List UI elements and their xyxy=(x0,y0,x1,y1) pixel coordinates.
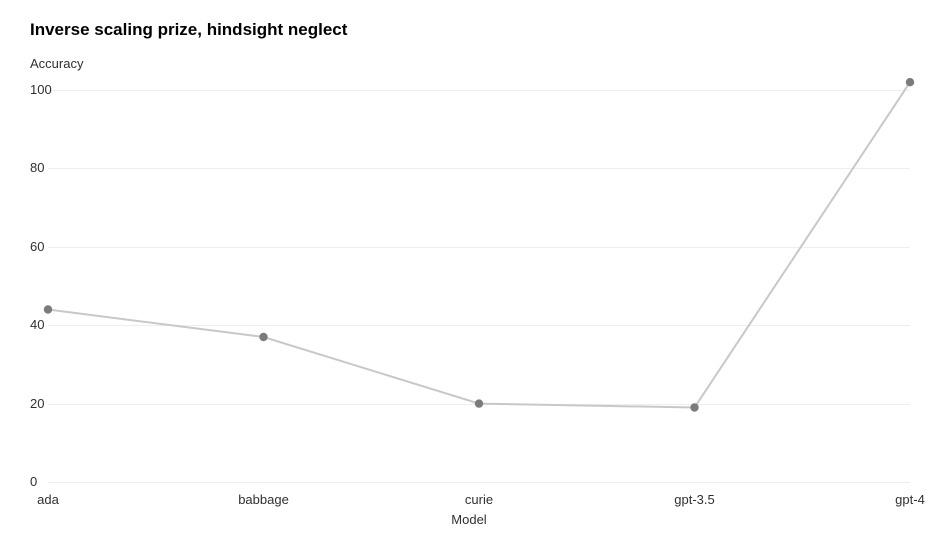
line-plot xyxy=(0,0,938,540)
data-point-marker xyxy=(690,403,698,411)
data-point-marker xyxy=(906,78,914,86)
x-axis-label: Model xyxy=(0,512,938,527)
data-point-marker xyxy=(259,333,267,341)
data-point-marker xyxy=(475,399,483,407)
chart-container: Inverse scaling prize, hindsight neglect… xyxy=(0,0,938,540)
data-point-marker xyxy=(44,305,52,313)
series-line xyxy=(48,82,910,407)
series-markers xyxy=(44,78,914,412)
